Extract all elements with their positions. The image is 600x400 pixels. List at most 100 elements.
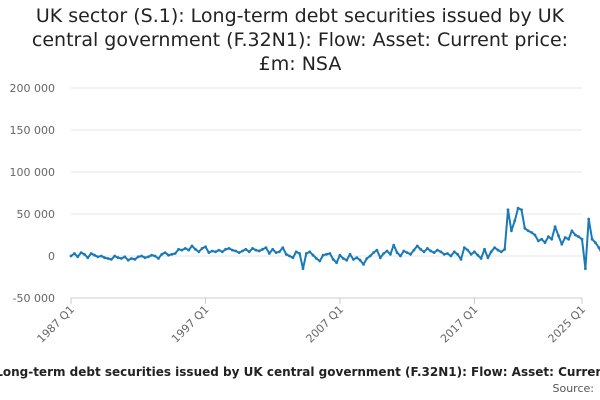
data-point xyxy=(341,257,345,260)
data-point xyxy=(365,257,369,260)
data-point xyxy=(237,251,241,255)
data-point xyxy=(247,250,251,254)
data-point xyxy=(73,252,76,255)
series-line xyxy=(70,207,600,270)
data-point xyxy=(409,252,412,256)
data-point xyxy=(452,250,456,254)
y-tick-label: 0 xyxy=(48,250,55,263)
data-point xyxy=(284,252,288,256)
data-point xyxy=(274,251,278,255)
data-point xyxy=(412,248,416,252)
data-point xyxy=(557,234,560,238)
y-tick-label: -50 000 xyxy=(13,292,55,305)
data-point xyxy=(469,252,473,256)
y-tick-label: 100 000 xyxy=(10,166,56,179)
data-point xyxy=(207,251,211,255)
data-point xyxy=(426,247,429,250)
data-point xyxy=(580,237,584,241)
data-point xyxy=(227,247,231,250)
data-point xyxy=(368,254,372,258)
data-point xyxy=(93,253,96,257)
data-point xyxy=(449,254,453,258)
data-point xyxy=(288,254,291,258)
data-point xyxy=(271,247,275,251)
data-point xyxy=(533,233,537,237)
data-point xyxy=(76,255,80,259)
data-point xyxy=(103,256,106,260)
data-point xyxy=(177,247,181,251)
data-point xyxy=(563,236,567,239)
data-point xyxy=(325,252,328,256)
data-point xyxy=(338,253,342,257)
data-point xyxy=(123,255,127,259)
data-point xyxy=(402,249,406,253)
data-point xyxy=(308,250,312,254)
data-point xyxy=(483,247,486,251)
data-point xyxy=(126,258,130,262)
source-label: Source: xyxy=(552,382,595,395)
data-point xyxy=(89,252,93,255)
data-point xyxy=(486,256,490,260)
data-point xyxy=(436,248,439,252)
data-point xyxy=(422,250,426,254)
data-point xyxy=(577,235,580,239)
data-point xyxy=(197,250,201,254)
data-point xyxy=(224,247,228,251)
data-point xyxy=(143,256,147,260)
data-point xyxy=(362,263,365,266)
data-point xyxy=(594,241,597,245)
data-point xyxy=(187,248,191,252)
data-point xyxy=(560,242,564,246)
chart-title-line-3: £m: NSA xyxy=(258,53,342,75)
data-point xyxy=(160,252,164,256)
data-point xyxy=(241,249,244,253)
chart-title-line-1: UK sector (S.1): Long-term debt securiti… xyxy=(35,5,565,27)
data-point xyxy=(301,267,305,270)
x-tick-label: 2017 Q1 xyxy=(438,303,481,346)
data-point xyxy=(113,254,117,258)
data-point xyxy=(442,252,446,256)
data-point xyxy=(321,253,325,257)
data-point xyxy=(116,256,120,260)
data-point xyxy=(456,252,459,256)
data-point xyxy=(244,247,248,251)
data-point xyxy=(281,246,285,250)
data-point xyxy=(352,258,355,261)
data-point xyxy=(523,226,527,230)
data-point xyxy=(146,255,150,259)
data-point xyxy=(389,252,392,256)
data-point xyxy=(570,229,574,233)
data-point xyxy=(372,251,375,255)
data-point xyxy=(254,248,258,252)
data-point xyxy=(180,248,184,252)
data-point xyxy=(231,248,234,252)
data-point xyxy=(345,258,349,262)
data-point xyxy=(547,235,550,239)
data-point xyxy=(153,254,157,258)
data-point xyxy=(489,250,493,254)
x-tick-label: 2025 Q1 xyxy=(546,303,589,346)
data-point xyxy=(530,231,533,234)
data-point xyxy=(375,248,379,252)
data-point xyxy=(311,253,315,257)
chart-title-line-2: central government (F.32N1): Flow: Asset… xyxy=(31,29,569,51)
data-point xyxy=(399,254,402,258)
data-point xyxy=(328,252,332,255)
data-point xyxy=(510,229,513,233)
data-point xyxy=(466,248,470,252)
y-tick-label: 150 000 xyxy=(10,124,56,137)
data-point xyxy=(261,247,264,251)
chart-title: UK sector (S.1): Long-term debt securiti… xyxy=(0,4,600,76)
data-point xyxy=(587,217,591,221)
data-point xyxy=(220,250,224,254)
data-point xyxy=(183,247,187,250)
data-point xyxy=(597,246,600,249)
data-point xyxy=(315,257,318,260)
data-point xyxy=(96,255,100,259)
data-point xyxy=(459,258,463,261)
data-point xyxy=(395,251,399,255)
data-point xyxy=(251,247,254,250)
data-point xyxy=(264,246,268,250)
footer-series-label-text: UK sector (S.1): Long-term debt securiti… xyxy=(0,365,600,379)
x-axis: 1987 Q1 1997 Q1 2007 Q1 2017 Q1 2025 Q1 xyxy=(35,297,589,346)
